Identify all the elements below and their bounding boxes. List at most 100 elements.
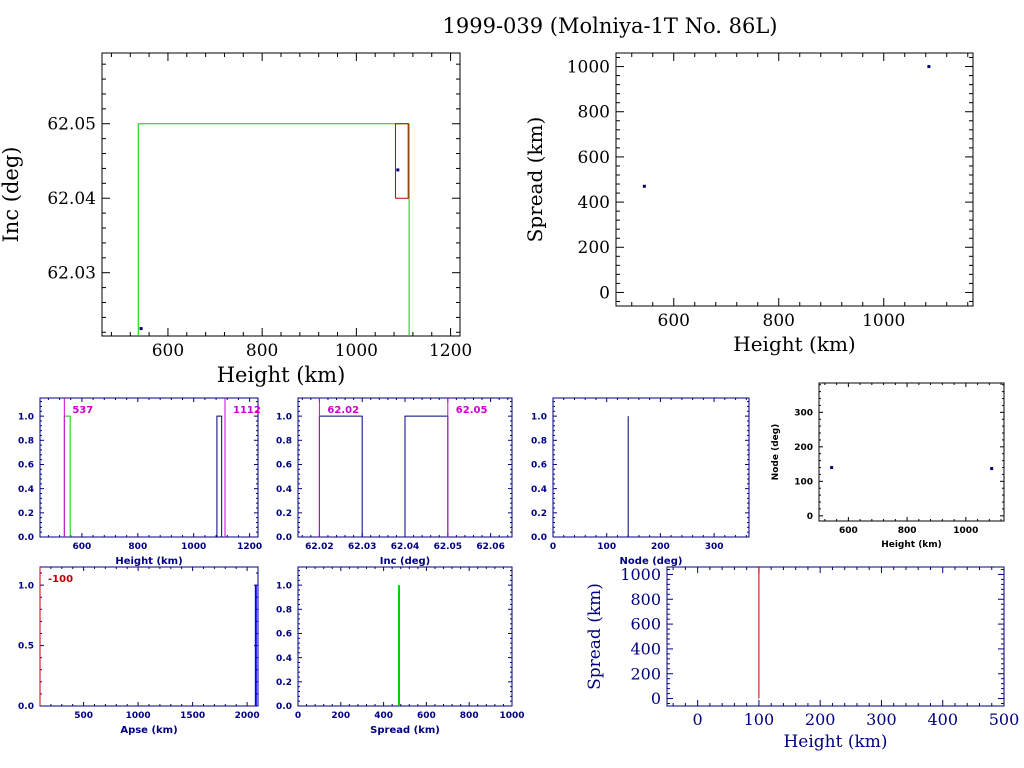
spread_height-point	[927, 65, 931, 69]
height_hist-bar	[63, 415, 71, 537]
spread_height_zoom-x-tick-label: 200	[805, 710, 836, 729]
inc_height-x-axis-label: Height (km)	[217, 363, 346, 387]
node_height-point	[990, 467, 994, 471]
node_height-y-tick-label: 100	[794, 477, 813, 487]
apse_hist-y-tick-label: 0.0	[18, 702, 34, 712]
node_height-x-axis-label: Height (km)	[881, 540, 942, 550]
height_hist-bar	[216, 415, 223, 537]
apse_hist-x-tick-label: 1500	[180, 711, 205, 721]
inc_height-x-tick-label: 600	[152, 341, 184, 361]
inc_height-red-box	[394, 123, 409, 199]
inc_height-y-axis-label: Inc (deg)	[0, 147, 23, 243]
node_height-frame	[818, 382, 1005, 522]
spread_hist-y-tick-label: 0.2	[276, 678, 292, 688]
height_hist-x-tick-label: 1000	[181, 542, 206, 552]
inc_hist-x-tick-label: 62.03	[348, 542, 376, 552]
inc_hist-y-tick-label: 0.0	[276, 533, 292, 543]
height_hist-y-tick-label: 0.6	[18, 461, 34, 471]
inc_height-y-tick-label: 62.04	[47, 189, 96, 209]
apse_hist-y-tick-label: 1.0	[18, 581, 34, 591]
inc_height-point	[396, 168, 400, 172]
inc_height-frame	[101, 52, 461, 337]
inc_height-y-tick-label: 62.03	[47, 264, 96, 284]
inc_hist-x-axis-label: Inc (deg)	[380, 556, 431, 567]
spread_height_zoom-x-tick-label: 500	[989, 710, 1020, 729]
node_height-point	[830, 466, 834, 470]
height_hist-marker-label: 537	[72, 405, 93, 416]
node_hist-x-tick-label: 0	[550, 542, 556, 552]
inc_height-point	[139, 327, 143, 331]
inc_height-green-box	[137, 123, 410, 336]
spread_hist-y-tick-label: 0.8	[276, 605, 292, 615]
height_hist-y-tick-label: 1.0	[18, 412, 34, 422]
spread_hist-y-tick-label: 1.0	[276, 581, 292, 591]
spread_hist-x-tick-label: 800	[460, 711, 479, 721]
node_hist-x-tick-label: 100	[597, 542, 616, 552]
node_hist-y-tick-label: 0.0	[531, 533, 547, 543]
node_height-x-tick-label: 800	[898, 526, 917, 536]
height_hist-y-tick-label: 0.2	[18, 509, 34, 519]
spread_height_zoom-x-tick-label: 300	[866, 710, 897, 729]
apse_hist-y-tick-label: 0.5	[18, 642, 34, 652]
height_hist-x-tick-label: 800	[128, 542, 147, 552]
inc_hist-x-tick-label: 62.06	[476, 542, 504, 552]
spread_height-y-tick-label: 0	[599, 283, 610, 303]
spread_height_zoom-y-tick-label: 200	[630, 664, 661, 683]
height_hist-marker-label: 1112	[233, 405, 261, 416]
spread_hist-x-tick-label: 0	[295, 711, 301, 721]
node_hist-x-axis-label: Node (deg)	[620, 556, 683, 567]
height_hist-x-axis-label: Height (km)	[115, 556, 182, 567]
spread_height-y-tick-label: 200	[578, 238, 610, 258]
spread_hist-x-axis-label: Spread (km)	[370, 725, 440, 736]
spread_height_zoom-x-axis-label: Height (km)	[783, 732, 887, 752]
spread_hist-y-tick-label: 0.0	[276, 702, 292, 712]
inc_hist-x-tick-label: 62.02	[305, 542, 333, 552]
inc_hist-bar	[318, 415, 363, 537]
node_hist-y-tick-label: 0.8	[531, 436, 547, 446]
spread_height_zoom-y-axis-label: Spread (km)	[585, 583, 605, 690]
spread_height-x-tick-label: 600	[658, 311, 690, 331]
spread_height-y-tick-label: 600	[578, 148, 610, 168]
inc_hist-marker-label: 62.02	[327, 405, 359, 416]
inc_hist-marker-label: 62.05	[456, 405, 488, 416]
main-title: 1999-039 (Molniya-1T No. 86L)	[442, 14, 778, 38]
spread_height_zoom-y-tick-label: 400	[630, 640, 661, 659]
node_height-y-axis-label: Node (deg)	[771, 424, 781, 481]
spread_hist-frame	[297, 566, 513, 707]
node_hist-frame	[552, 397, 750, 538]
node_height-y-tick-label: 300	[794, 408, 813, 418]
apse_hist-x-tick-label: 1000	[126, 711, 151, 721]
spread_height_zoom-x-tick-label: 100	[744, 710, 775, 729]
height_hist-y-tick-label: 0.8	[18, 436, 34, 446]
node_hist-x-tick-label: 200	[651, 542, 670, 552]
inc_hist-x-tick-label: 62.04	[391, 542, 419, 552]
apse_hist-x-tick-label: 500	[74, 711, 93, 721]
inc_hist-bar	[404, 415, 449, 537]
inc_hist-y-tick-label: 0.8	[276, 436, 292, 446]
spread_height-y-tick-label: 800	[578, 103, 610, 123]
spread_height-y-tick-label: 1000	[567, 58, 610, 78]
node_height-x-tick-label: 1000	[953, 526, 978, 536]
spread_height-y-axis-label: Spread (km)	[523, 117, 547, 243]
spread_height-frame	[615, 52, 974, 307]
spread_height-y-tick-label: 400	[578, 193, 610, 213]
spread_height_zoom-x-tick-label: 0	[693, 710, 703, 729]
spread_height_zoom-frame	[666, 566, 1005, 707]
spread_height_zoom-y-tick-label: 800	[630, 590, 661, 609]
inc_height-x-tick-label: 800	[246, 341, 278, 361]
node_hist-y-tick-label: 0.4	[531, 485, 547, 495]
inc_hist-y-tick-label: 0.6	[276, 461, 292, 471]
inc_height-x-tick-label: 1200	[429, 341, 472, 361]
spread_hist-y-tick-label: 0.4	[276, 654, 292, 664]
spread_height_zoom-x-tick-label: 400	[927, 710, 958, 729]
apse_hist-x-tick-label: 2000	[235, 711, 260, 721]
height_hist-x-tick-label: 1200	[237, 542, 262, 552]
node_hist-y-tick-label: 0.2	[531, 509, 547, 519]
node_height-y-tick-label: 0	[807, 512, 813, 522]
inc_hist-x-tick-label: 62.05	[434, 542, 462, 552]
spread_height_zoom-y-tick-label: 1000	[620, 565, 661, 584]
inc_hist-y-tick-label: 0.2	[276, 509, 292, 519]
apse_hist-marker-label: -100	[48, 574, 73, 585]
spread_hist-x-tick-label: 600	[417, 711, 436, 721]
